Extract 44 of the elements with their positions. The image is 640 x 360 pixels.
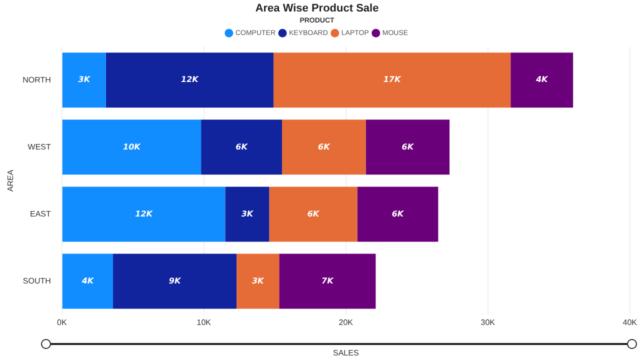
chart-title: Area Wise Product Sale bbox=[255, 2, 379, 15]
data-label: 3K bbox=[241, 209, 254, 218]
bar bbox=[269, 186, 358, 242]
data-label: 12K bbox=[135, 209, 154, 218]
data-label: 6K bbox=[402, 142, 414, 152]
bar bbox=[201, 120, 282, 175]
x-axis-title: SALES bbox=[332, 348, 359, 358]
data-label: 4K bbox=[80, 276, 94, 286]
data-label: 17K bbox=[383, 75, 402, 84]
bar bbox=[282, 120, 366, 175]
bar bbox=[113, 254, 237, 309]
bar bbox=[279, 254, 376, 309]
bar bbox=[62, 254, 114, 309]
data-label: 6K bbox=[307, 209, 320, 218]
y-tick-label: NORTH bbox=[22, 75, 52, 84]
bar bbox=[62, 120, 202, 175]
data-label: 12K bbox=[181, 75, 200, 84]
data-label: 3K bbox=[252, 276, 265, 286]
y-tick-label: SOUTH bbox=[22, 276, 52, 286]
x-tick-label: 10K bbox=[196, 318, 212, 327]
data-label: 4K bbox=[534, 75, 549, 84]
bar bbox=[106, 52, 274, 108]
data-label: 3K bbox=[78, 75, 91, 84]
y-axis-title: AREA bbox=[6, 169, 16, 192]
bar bbox=[62, 52, 106, 108]
data-label: 6K bbox=[392, 209, 404, 218]
x-tick-label: 40K bbox=[622, 318, 638, 327]
x-tick-label: 0K bbox=[57, 318, 68, 327]
bar bbox=[357, 186, 438, 242]
bar bbox=[366, 120, 450, 175]
bar bbox=[236, 254, 280, 309]
data-label: 9K bbox=[168, 276, 182, 286]
x-tick-label: 20K bbox=[338, 318, 354, 327]
y-tick-label: WEST bbox=[28, 142, 52, 152]
data-label: 7K bbox=[322, 276, 334, 286]
data-label: 6K bbox=[236, 142, 248, 152]
x-tick-label: 30K bbox=[480, 318, 496, 327]
data-label: 10K bbox=[123, 142, 142, 152]
y-tick-label: EAST bbox=[30, 209, 51, 218]
bar bbox=[225, 186, 270, 242]
bar bbox=[510, 52, 574, 108]
data-label: 6K bbox=[318, 142, 331, 152]
bar bbox=[62, 186, 226, 242]
bar bbox=[273, 52, 511, 108]
